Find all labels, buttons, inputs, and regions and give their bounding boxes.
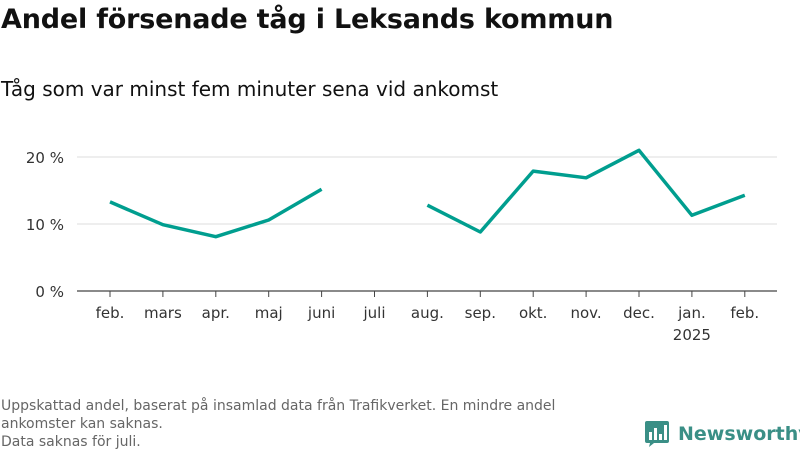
x-tick-label: maj	[255, 304, 283, 322]
footnote-line-2: Data saknas för juli.	[1, 434, 141, 450]
x-tick-label: nov.	[571, 304, 602, 322]
chart-subtitle: Tåg som var minst fem minuter sena vid a…	[1, 77, 499, 101]
y-tick-label: 20 %	[26, 149, 64, 167]
x-tick-label: feb.	[96, 304, 125, 322]
x-tick-label: juli	[362, 304, 385, 322]
x-tick-label: dec.	[623, 304, 655, 322]
x-tick-label: sep.	[465, 304, 496, 322]
brand-name: Newsworthy	[678, 423, 800, 445]
x-tick-label: jan.	[677, 304, 706, 322]
chart-title: Andel försenade tåg i Leksands kommun	[1, 4, 614, 35]
bar-chart-icon	[645, 421, 669, 447]
x-tick-label: juni	[307, 304, 335, 322]
series-line-segment	[109, 187, 323, 239]
series-line-segment	[426, 148, 746, 234]
brand-logo: Newsworthy	[644, 420, 800, 448]
x-tick-label: okt.	[519, 304, 548, 322]
x-tick-label: aug.	[411, 304, 444, 322]
footnote-line-1: Uppskattad andel, baserat på insamlad da…	[1, 398, 556, 432]
y-tick-label: 0 %	[35, 283, 64, 301]
footnote: Uppskattad andel, baserat på insamlad da…	[1, 397, 631, 451]
x-tick-label: feb.	[730, 304, 759, 322]
x-year-label: 2025	[673, 326, 711, 344]
x-tick-label: mars	[144, 304, 182, 322]
y-tick-label: 10 %	[26, 216, 64, 234]
x-tick-label: apr.	[202, 304, 230, 322]
